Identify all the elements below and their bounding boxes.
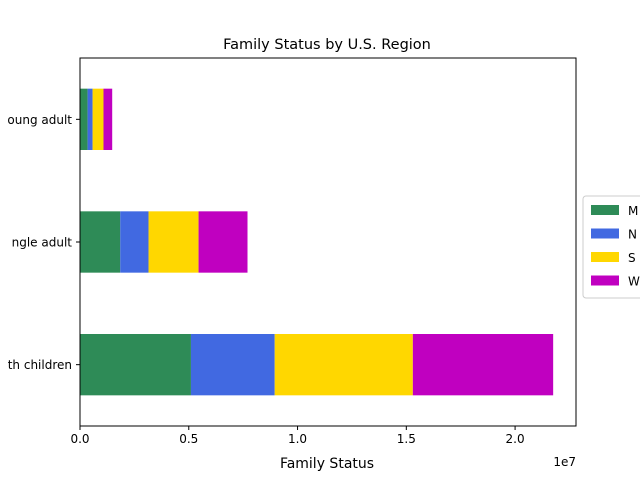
x-axis-offset-label: 1e7 xyxy=(553,455,576,469)
bar-s-0 xyxy=(92,88,104,150)
legend-swatch-m xyxy=(591,205,619,215)
x-tick-label: 0.0 xyxy=(70,432,89,446)
bar-n-0 xyxy=(87,88,93,150)
x-tick-label: 1.5 xyxy=(397,432,416,446)
x-axis: 0.0 0.5 1.0 1.5 2.0 xyxy=(70,426,525,446)
bar-s-1 xyxy=(148,211,199,273)
bar-n-2 xyxy=(190,334,275,396)
bar-n-1 xyxy=(120,211,149,273)
y-tick-label: ngle adult xyxy=(12,236,73,250)
chart-title: Family Status by U.S. Region xyxy=(223,37,431,53)
x-tick-label: 2.0 xyxy=(506,432,525,446)
legend-label: S xyxy=(628,251,636,265)
legend-label: N xyxy=(628,228,637,242)
bar-w-1 xyxy=(198,211,248,273)
x-tick-label: 1.0 xyxy=(288,432,307,446)
legend-label: M xyxy=(628,204,638,218)
legend-label: W xyxy=(628,275,640,289)
y-tick-label: th children xyxy=(8,358,72,372)
bar-s-2 xyxy=(274,334,413,396)
legend-swatch-s xyxy=(591,252,619,262)
bars-group xyxy=(80,88,554,396)
bar-w-2 xyxy=(412,334,554,396)
bar-m-1 xyxy=(80,211,121,273)
legend-box xyxy=(582,195,640,299)
bar-m-0 xyxy=(80,88,88,150)
x-tick-label: 0.5 xyxy=(179,432,198,446)
legend-swatch-w xyxy=(591,275,619,286)
legend-swatch-n xyxy=(591,228,619,239)
bar-m-2 xyxy=(80,334,191,396)
y-axis: oung adult ngle adult th children xyxy=(7,113,80,372)
y-tick-label: oung adult xyxy=(7,113,72,127)
bar-w-0 xyxy=(103,88,113,150)
x-axis-label: Family Status xyxy=(280,456,374,472)
